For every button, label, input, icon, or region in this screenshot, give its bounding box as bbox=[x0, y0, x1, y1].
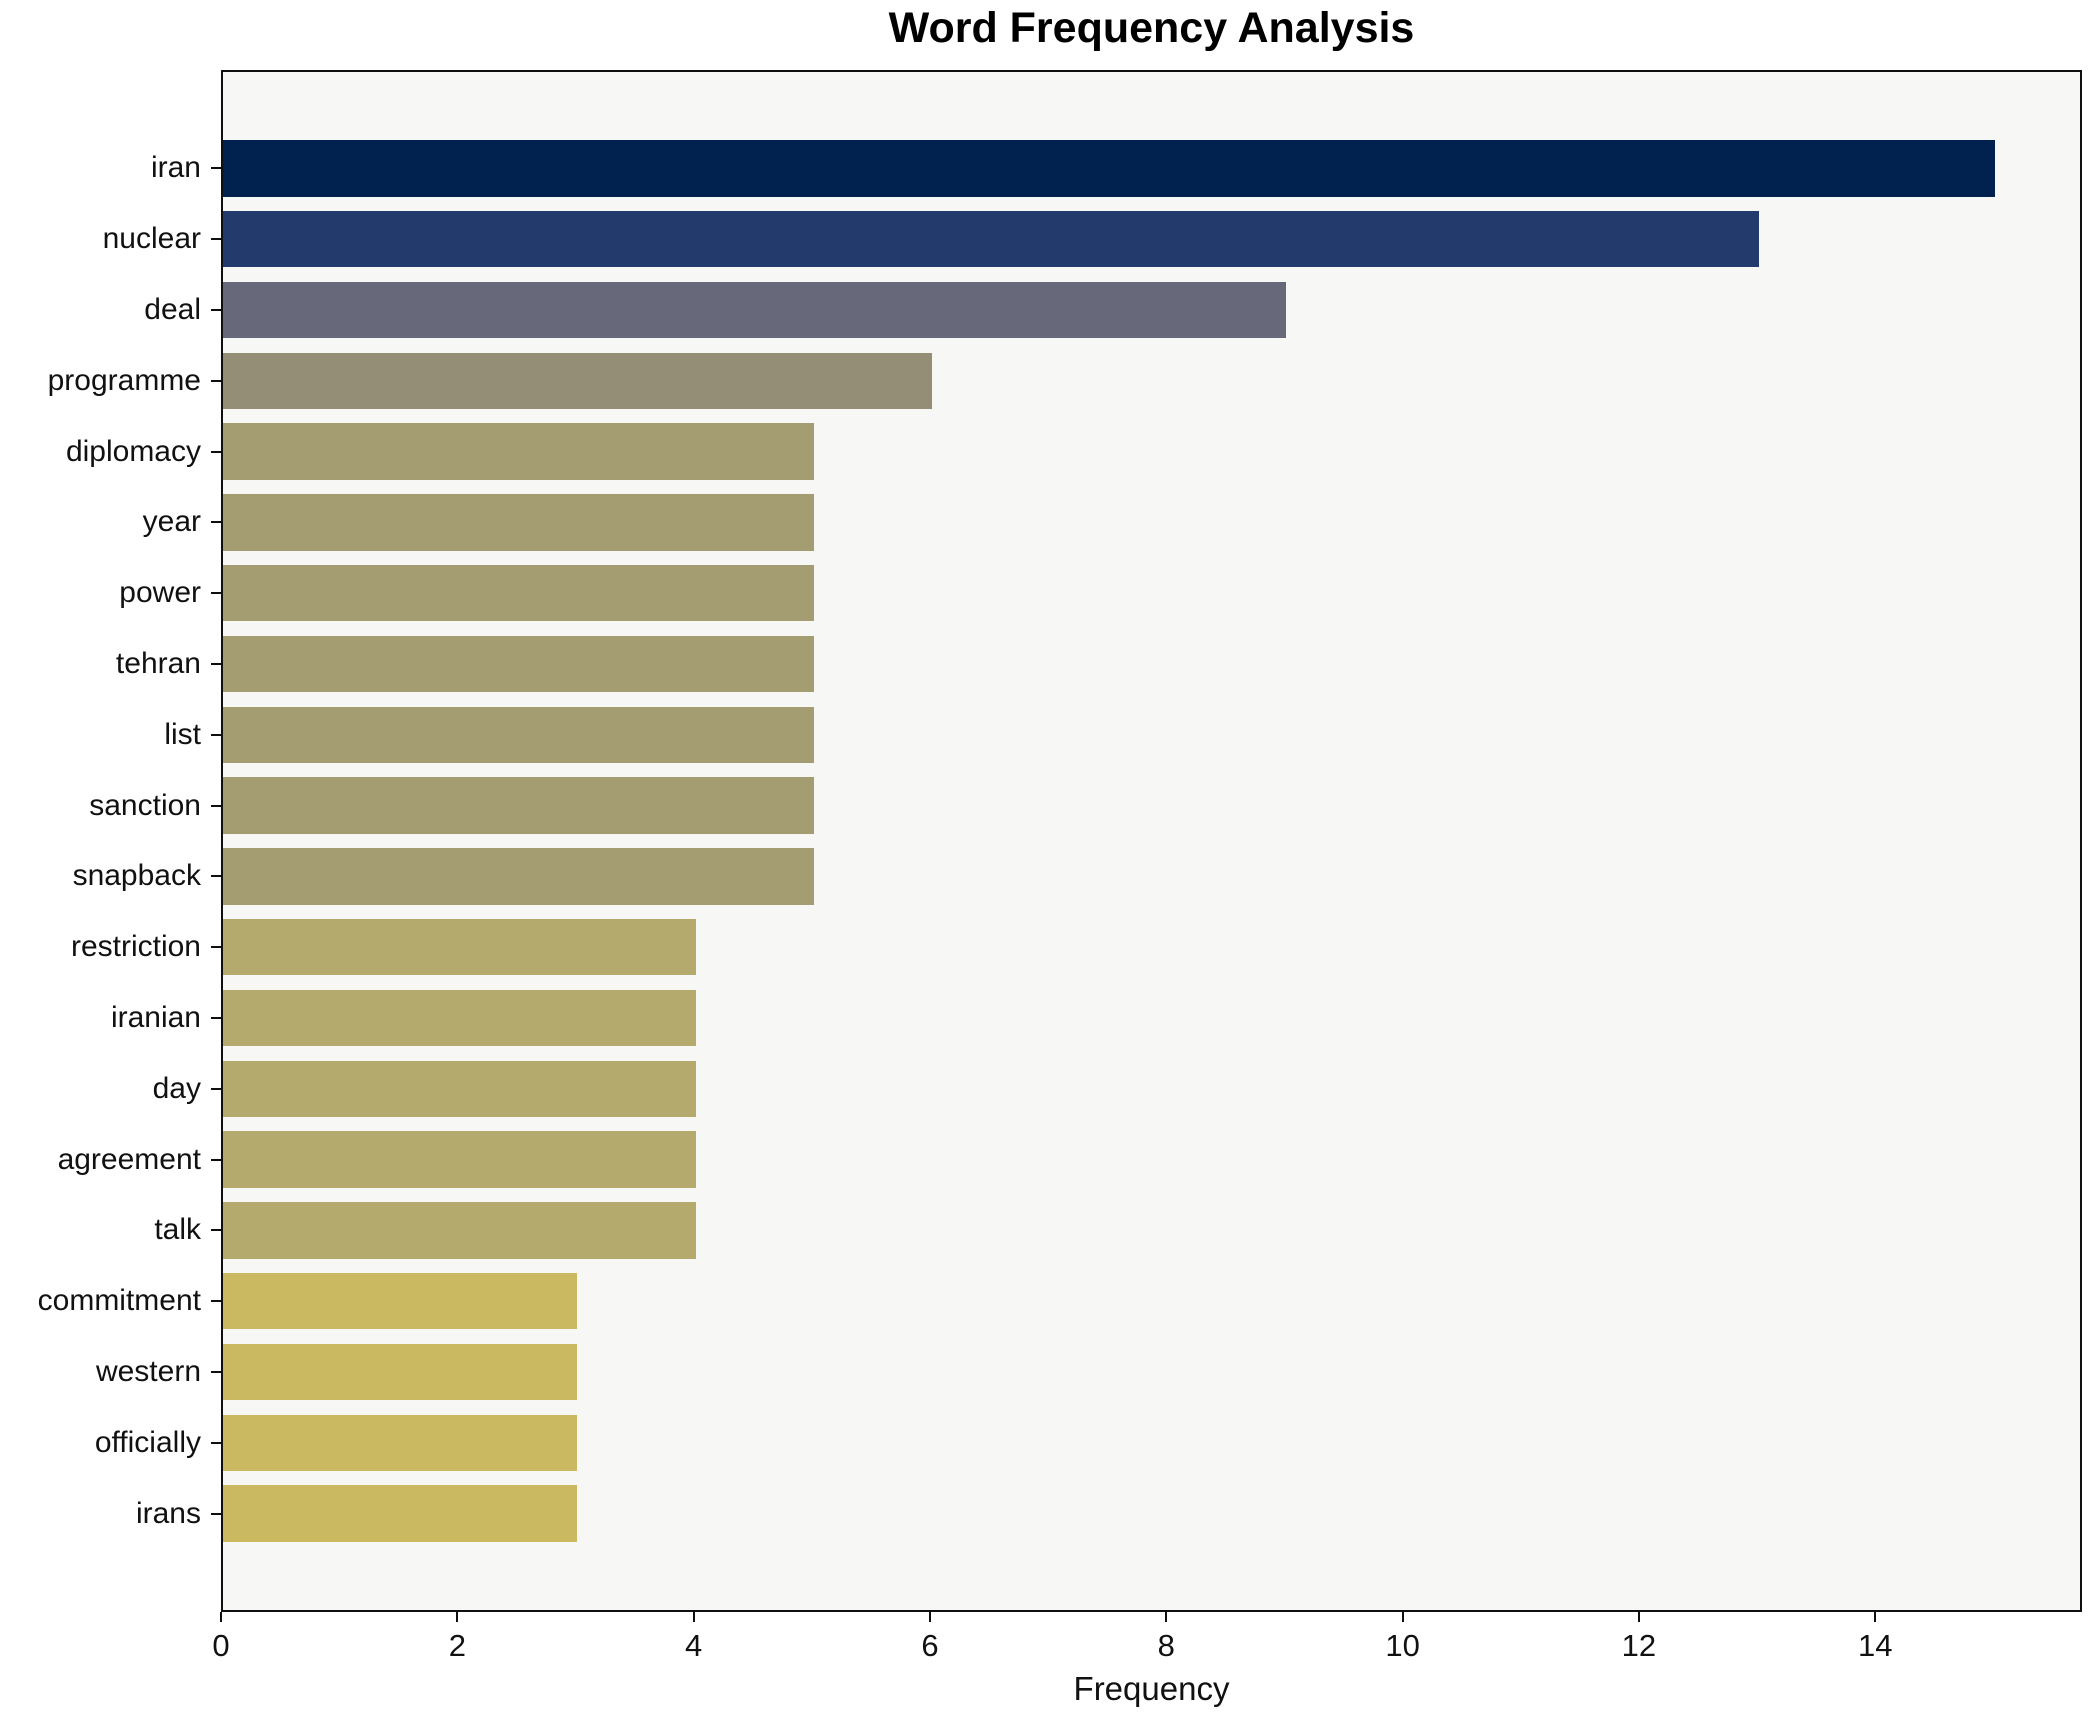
chart-title: Word Frequency Analysis bbox=[888, 4, 1415, 52]
y-tick-label-deal: deal bbox=[144, 293, 201, 326]
y-tick-mark bbox=[211, 946, 221, 949]
y-tick-label-iranian: iranian bbox=[110, 1001, 201, 1034]
y-tick-label-western: western bbox=[95, 1355, 201, 1388]
x-tick-label-12: 12 bbox=[1621, 1628, 1657, 1663]
y-tick-mark bbox=[211, 1229, 221, 1232]
x-tick-mark bbox=[456, 1612, 459, 1622]
y-tick-label-sanction: sanction bbox=[89, 788, 201, 822]
y-tick-mark bbox=[211, 592, 221, 595]
y-tick-label-programme: programme bbox=[47, 363, 201, 397]
y-tick-label-officially: officially bbox=[94, 1425, 201, 1459]
y-tick-mark bbox=[211, 309, 221, 311]
bar-day bbox=[223, 1060, 696, 1118]
x-tick-mark bbox=[928, 1612, 931, 1622]
y-tick-mark bbox=[211, 238, 221, 241]
y-tick-mark bbox=[211, 663, 221, 665]
bar-deal bbox=[223, 281, 1287, 339]
bar-talk bbox=[223, 1202, 696, 1259]
y-tick-mark bbox=[211, 1087, 221, 1090]
x-axis-label: Frequency bbox=[1073, 1670, 1230, 1707]
bar-agreement bbox=[223, 1131, 696, 1188]
y-tick-mark bbox=[211, 521, 221, 524]
bar-officially bbox=[223, 1414, 578, 1472]
x-tick-label-2: 2 bbox=[448, 1628, 466, 1663]
y-tick-mark bbox=[211, 1441, 221, 1444]
x-tick-label-10: 10 bbox=[1385, 1628, 1420, 1663]
bar-tehran bbox=[223, 635, 814, 693]
x-tick-mark bbox=[1874, 1612, 1877, 1622]
bar-programme bbox=[223, 352, 932, 410]
y-tick-label-tehran: tehran bbox=[115, 647, 201, 680]
bar-year bbox=[223, 494, 814, 551]
y-tick-label-list: list bbox=[164, 717, 201, 751]
x-tick-mark bbox=[692, 1612, 695, 1622]
y-tick-label-nuclear: nuclear bbox=[102, 222, 201, 256]
bar-diplomacy bbox=[223, 423, 814, 480]
bar-power bbox=[223, 564, 814, 622]
y-tick-label-talk: talk bbox=[154, 1213, 201, 1247]
y-tick-label-restriction: restriction bbox=[70, 930, 201, 964]
y-tick-mark bbox=[211, 804, 221, 807]
y-tick-mark bbox=[211, 1371, 221, 1373]
bar-list bbox=[223, 706, 814, 764]
y-tick-label-commitment: commitment bbox=[37, 1284, 201, 1318]
x-tick-label-4: 4 bbox=[685, 1628, 703, 1663]
x-tick-label-8: 8 bbox=[1157, 1628, 1175, 1663]
y-tick-label-year: year bbox=[142, 505, 201, 539]
y-tick-mark bbox=[211, 1300, 221, 1303]
y-tick-mark bbox=[211, 450, 221, 453]
y-tick-label-irans: irans bbox=[135, 1496, 201, 1530]
bar-iran bbox=[223, 140, 1996, 197]
y-tick-mark bbox=[211, 875, 221, 878]
y-tick-label-agreement: agreement bbox=[57, 1142, 201, 1176]
bar-commitment bbox=[223, 1272, 578, 1330]
y-tick-mark bbox=[211, 1017, 221, 1019]
y-tick-mark bbox=[211, 379, 221, 382]
y-tick-label-day: day bbox=[152, 1071, 201, 1105]
x-tick-label-14: 14 bbox=[1857, 1628, 1893, 1663]
x-tick-label-6: 6 bbox=[921, 1628, 939, 1663]
y-tick-label-power: power bbox=[119, 576, 201, 610]
x-tick-mark bbox=[220, 1612, 222, 1622]
y-tick-mark bbox=[211, 733, 221, 736]
y-tick-mark bbox=[211, 167, 221, 170]
bar-sanction bbox=[223, 777, 814, 834]
bar-iranian bbox=[223, 989, 696, 1047]
y-tick-label-diplomacy: diplomacy bbox=[65, 434, 201, 468]
bar-restriction bbox=[223, 918, 696, 976]
x-tick-mark bbox=[1165, 1612, 1168, 1622]
y-tick-mark bbox=[211, 1512, 221, 1515]
bar-snapback bbox=[223, 848, 814, 905]
x-tick-mark bbox=[1637, 1612, 1640, 1622]
bar-irans bbox=[223, 1485, 578, 1542]
bar-western bbox=[223, 1343, 578, 1401]
y-tick-mark bbox=[211, 1158, 221, 1161]
bar-nuclear bbox=[223, 210, 1760, 268]
y-tick-label-snapback: snapback bbox=[72, 859, 201, 893]
y-tick-label-iran: iran bbox=[150, 151, 201, 185]
x-tick-mark bbox=[1401, 1612, 1404, 1622]
x-tick-label-0: 0 bbox=[212, 1628, 230, 1663]
